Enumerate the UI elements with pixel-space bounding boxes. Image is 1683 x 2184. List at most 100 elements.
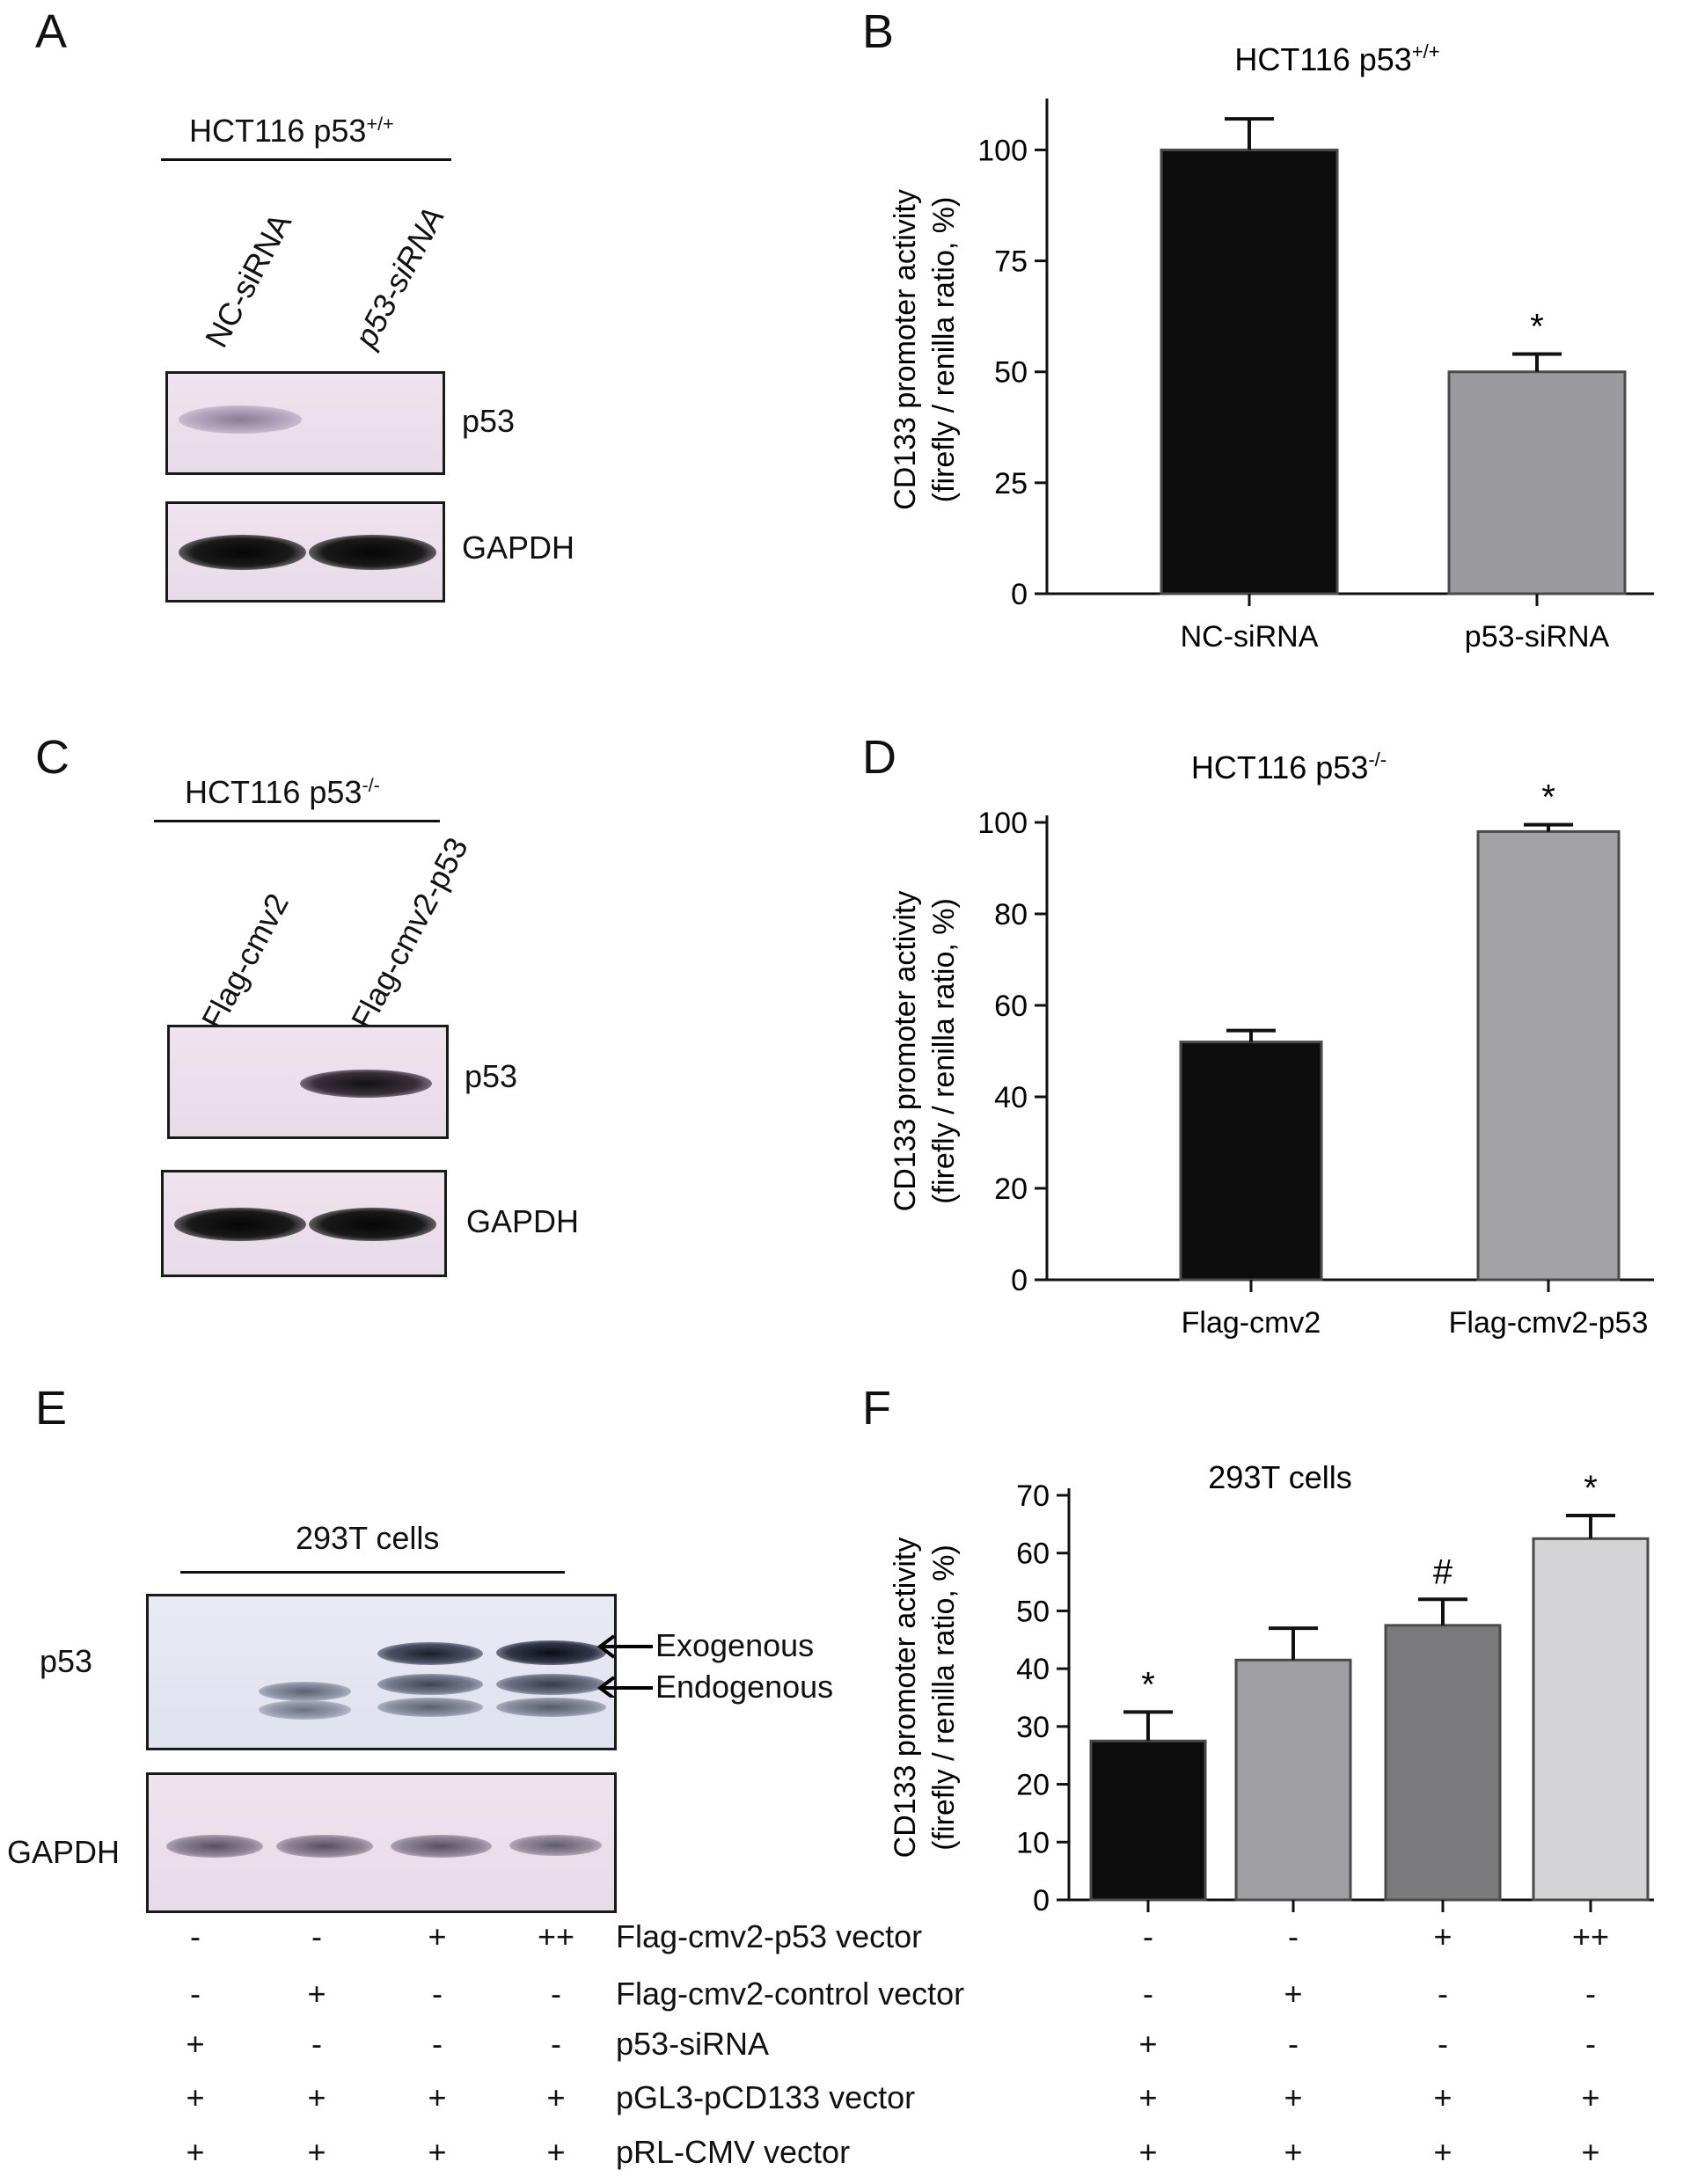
band: [309, 535, 436, 570]
significance-mark: *: [1541, 778, 1555, 817]
bar: [1476, 829, 1621, 1282]
condition-mark: -: [1438, 2026, 1448, 2062]
y-tick-label: 100: [977, 807, 1028, 840]
condition-mark: +: [428, 1918, 447, 1954]
condition-mark: +: [428, 2134, 447, 2170]
arrow-exogenous-label: Exogenous: [655, 1627, 815, 1663]
condition-mark: +: [546, 2079, 566, 2115]
blot-c-gapdh: [161, 1170, 447, 1277]
chart-title-text: HCT116 p53: [1191, 749, 1368, 785]
band: [377, 1698, 483, 1717]
chart-title-sup: +/+: [1412, 40, 1440, 62]
y-tick-label: 40: [1016, 1653, 1050, 1686]
condition-mark: -: [551, 2026, 561, 2062]
y-tick-label: 70: [1016, 1479, 1050, 1513]
x-tick-label: Flag-cmv2-p53: [1449, 1306, 1649, 1340]
condition-label: Flag-cmv2-control vector: [616, 1976, 965, 2012]
condition-mark: -: [311, 2026, 322, 2062]
condition-label: pRL-CMV vector: [616, 2134, 851, 2170]
band: [179, 535, 306, 570]
condition-label: pGL3-pCD133 vector: [616, 2079, 916, 2115]
band: [174, 1208, 306, 1241]
significance-mark: *: [1141, 1665, 1155, 1704]
panel-label-a: A: [35, 5, 68, 58]
bar: [1089, 1739, 1207, 1902]
significance-mark: *: [1530, 308, 1544, 347]
condition-mark: +: [1284, 1976, 1303, 2012]
blot-e-row-p53: p53: [40, 1643, 93, 1679]
y-tick-label: 60: [1016, 1538, 1050, 1571]
bar: [1447, 370, 1627, 595]
y-tick-label: 30: [1016, 1711, 1050, 1744]
y-axis-label-line: (firefly / renilla ratio, %): [927, 898, 961, 1204]
y-tick-label: 0: [1011, 578, 1028, 611]
y-tick-label: 75: [994, 245, 1028, 279]
condition-mark: +: [1581, 2079, 1600, 2115]
chart-b: HCT116 p53+/+ CD133 promoter activity (fir…: [889, 40, 1654, 654]
bar: [1384, 1624, 1502, 1902]
y-tick-label: 100: [977, 134, 1028, 167]
condition-mark: +: [1138, 2079, 1158, 2115]
band: [259, 1700, 351, 1720]
y-axis-label-line: CD133 promoter activity: [889, 891, 922, 1212]
condition-mark: +: [307, 2134, 326, 2170]
condition-label: p53-siRNA: [616, 2026, 770, 2062]
condition-mark: -: [551, 1976, 561, 2012]
condition-mark: ++: [1571, 1918, 1610, 1954]
panel-label-c: C: [35, 731, 70, 784]
band: [496, 1698, 606, 1717]
chart-title: HCT116 p53-/-: [1191, 749, 1387, 785]
blot-e-title-rule: [180, 1571, 565, 1574]
condition-mark: -: [190, 1976, 201, 2012]
y-tick-label: 20: [994, 1172, 1028, 1206]
band: [391, 1835, 492, 1858]
arrow-endogenous-icon: [596, 1676, 653, 1698]
band: [276, 1835, 373, 1858]
y-tick-label: 80: [994, 898, 1028, 931]
condition-mark: -: [1143, 1976, 1153, 2012]
significance-mark: #: [1433, 1552, 1453, 1591]
blot-a-gapdh: [165, 501, 445, 603]
blot-c-title: HCT116 p53-/-: [185, 774, 380, 810]
condition-mark: +: [1284, 2134, 1303, 2170]
band: [179, 405, 302, 434]
bar: [1532, 1537, 1650, 1902]
blot-e-gapdh: [146, 1772, 617, 1913]
condition-mark: +: [186, 2026, 205, 2062]
chart-title-sup: -/-: [1368, 749, 1387, 771]
blot-c-row-p53: p53: [465, 1058, 518, 1094]
blot-c-p53: [167, 1025, 449, 1139]
y-tick-label: 50: [1016, 1595, 1050, 1628]
condition-mark: -: [311, 1918, 322, 1954]
y-tick-label: 0: [1033, 1884, 1050, 1917]
condition-mark: +: [307, 2079, 326, 2115]
bar: [1179, 1041, 1323, 1282]
condition-mark: ++: [537, 1918, 575, 1954]
condition-label: Flag-cmv2-p53 vector: [616, 1918, 923, 1954]
arrow-endogenous-label: Endogenous: [655, 1669, 834, 1705]
y-tick-label: 40: [994, 1081, 1028, 1114]
bar: [1234, 1658, 1352, 1902]
condition-mark: +: [1433, 2134, 1453, 2170]
significance-mark: *: [1584, 1469, 1598, 1508]
chart-title-text: 293T cells: [1208, 1459, 1351, 1495]
y-axis-label-line: (firefly / renilla ratio, %): [927, 1545, 961, 1851]
condition-mark: +: [186, 2134, 205, 2170]
y-tick-label: 0: [1011, 1264, 1028, 1297]
blot-a-title-rule: [161, 158, 451, 161]
band: [300, 1070, 432, 1098]
blot-a-row-gapdh: GAPDH: [462, 530, 575, 566]
chart-title: 293T cells: [1208, 1459, 1351, 1495]
condition-mark: +: [1138, 2134, 1158, 2170]
chart-title: HCT116 p53+/+: [1234, 40, 1439, 77]
chart-d: HCT116 p53-/- CD133 promoter activity (fir…: [889, 749, 1654, 1340]
blot-c-lane-2: Flag-cmv2-p53: [343, 831, 475, 1035]
band: [259, 1682, 351, 1701]
x-tick-label: Flag-cmv2: [1182, 1306, 1321, 1340]
y-axis-label-line: CD133 promoter activity: [889, 189, 922, 510]
condition-mark: -: [432, 2026, 443, 2062]
band: [496, 1674, 606, 1695]
y-tick-label: 25: [994, 467, 1028, 500]
y-axis-label: CD133 promoter activity (firefly / renill…: [889, 189, 961, 510]
y-tick-label: 50: [994, 356, 1028, 390]
